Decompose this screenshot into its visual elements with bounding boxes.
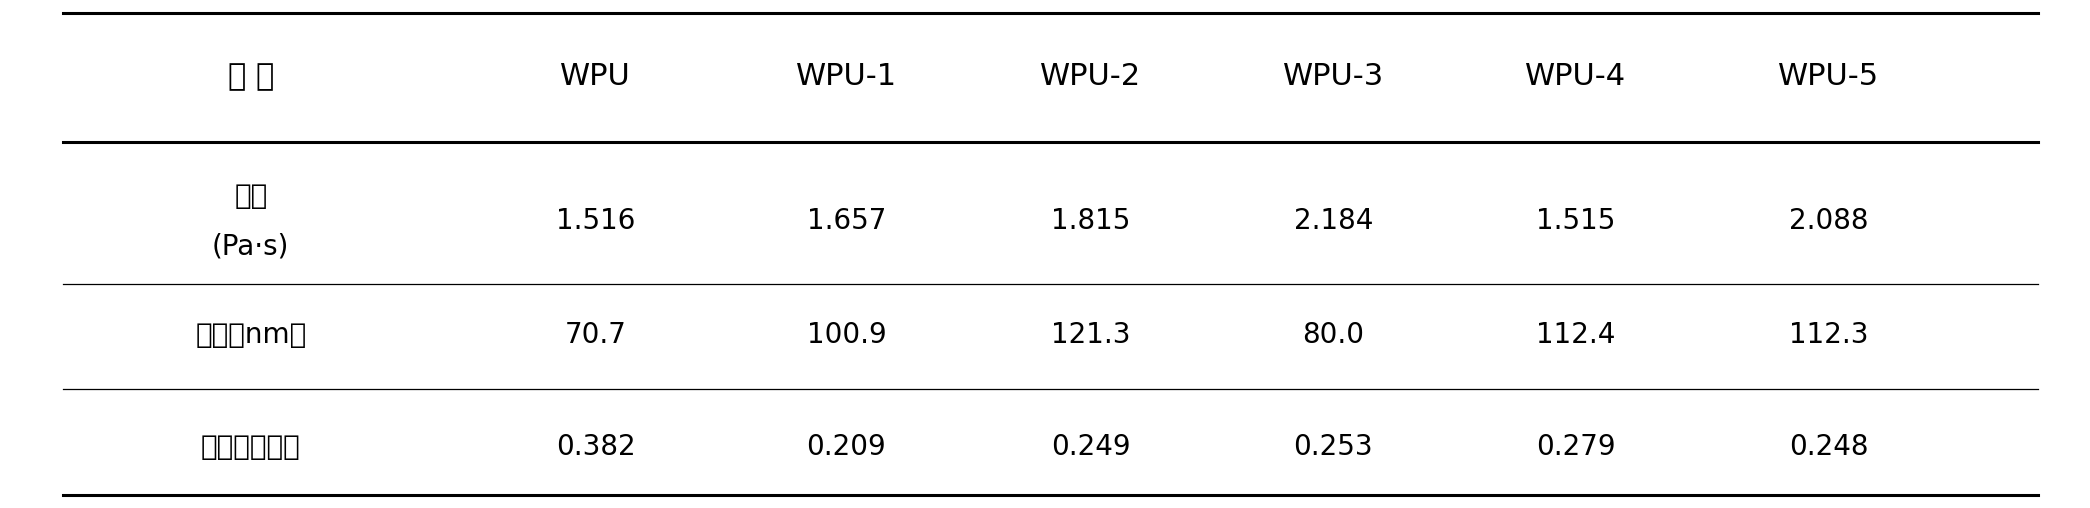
Text: 2.184: 2.184 [1294, 207, 1373, 235]
Text: 黏度: 黏度 [234, 181, 268, 210]
Text: 0.279: 0.279 [1536, 433, 1616, 461]
Text: 0.382: 0.382 [556, 433, 635, 461]
Text: WPU: WPU [560, 61, 631, 91]
Text: WPU-2: WPU-2 [1041, 61, 1141, 91]
Text: (Pa·s): (Pa·s) [211, 232, 291, 261]
Text: 1.815: 1.815 [1051, 207, 1131, 235]
Text: WPU-4: WPU-4 [1526, 61, 1626, 91]
Text: 0.249: 0.249 [1051, 433, 1131, 461]
Text: 100.9: 100.9 [807, 321, 886, 350]
Text: 0.209: 0.209 [807, 433, 886, 461]
Text: WPU-1: WPU-1 [796, 61, 897, 91]
Text: 112.4: 112.4 [1536, 321, 1616, 350]
Text: WPU-3: WPU-3 [1283, 61, 1384, 91]
Text: 121.3: 121.3 [1051, 321, 1131, 350]
Text: 样 品: 样 品 [228, 61, 274, 91]
Text: 1.657: 1.657 [807, 207, 886, 235]
Text: 70.7: 70.7 [564, 321, 627, 350]
Text: 1.515: 1.515 [1536, 207, 1616, 235]
Text: 1.516: 1.516 [556, 207, 635, 235]
Text: 112.3: 112.3 [1789, 321, 1868, 350]
Text: 2.088: 2.088 [1789, 207, 1868, 235]
Text: WPU-5: WPU-5 [1779, 61, 1879, 91]
Text: 粒径分布指数: 粒径分布指数 [201, 433, 301, 461]
Text: 0.253: 0.253 [1294, 433, 1373, 461]
Text: 0.248: 0.248 [1789, 433, 1868, 461]
Text: 80.0: 80.0 [1302, 321, 1365, 350]
Text: 粒径（nm）: 粒径（nm） [194, 321, 307, 350]
